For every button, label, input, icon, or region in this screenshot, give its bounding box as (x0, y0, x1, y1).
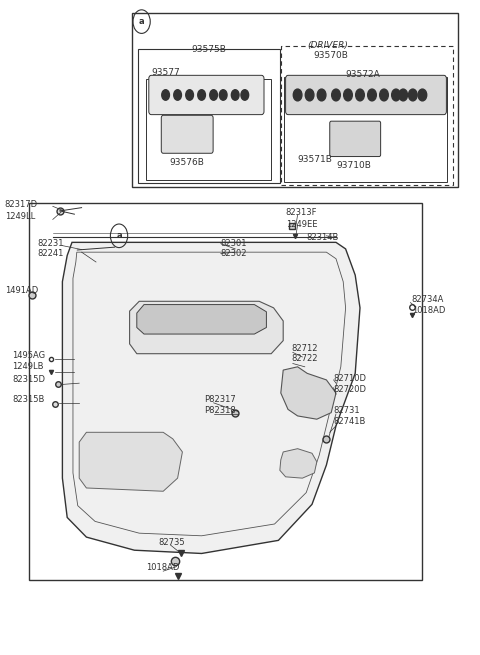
Text: 82734A: 82734A (412, 295, 444, 305)
Text: 93710B: 93710B (336, 160, 371, 170)
Circle shape (305, 89, 314, 101)
Circle shape (210, 90, 217, 100)
Text: 93572A: 93572A (346, 70, 380, 79)
Text: 1495AG: 1495AG (12, 350, 45, 360)
Circle shape (241, 90, 249, 100)
Text: 93577: 93577 (151, 67, 180, 77)
Circle shape (344, 89, 352, 101)
Text: a: a (116, 231, 122, 240)
Text: 82314B: 82314B (306, 233, 338, 242)
Text: 93571B: 93571B (298, 155, 333, 164)
Text: 82301: 82301 (221, 239, 247, 248)
Circle shape (392, 89, 400, 101)
Text: 82735: 82735 (158, 538, 185, 547)
Polygon shape (79, 432, 182, 491)
Polygon shape (280, 449, 317, 478)
Text: 1018AD: 1018AD (146, 563, 180, 572)
Text: P82318: P82318 (204, 406, 236, 415)
Circle shape (380, 89, 388, 101)
Text: 82741B: 82741B (334, 417, 366, 426)
Bar (281, 46, 453, 185)
Text: P82317: P82317 (204, 395, 236, 404)
Circle shape (418, 89, 427, 101)
Text: a: a (139, 17, 144, 26)
FancyBboxPatch shape (161, 115, 213, 153)
Polygon shape (62, 242, 360, 553)
Text: 82710D: 82710D (334, 374, 367, 383)
Text: 1249EE: 1249EE (286, 219, 317, 229)
Text: 93575B: 93575B (192, 45, 226, 54)
Text: (DRIVER): (DRIVER) (307, 41, 348, 50)
Circle shape (399, 89, 408, 101)
Bar (146, 79, 271, 180)
Bar (132, 13, 458, 187)
Text: 82231: 82231 (37, 239, 63, 248)
Polygon shape (137, 305, 266, 334)
Text: 1491AD: 1491AD (5, 286, 38, 295)
Circle shape (231, 90, 239, 100)
Text: 82313F: 82313F (286, 208, 317, 217)
Text: 82315B: 82315B (12, 395, 44, 404)
Text: 82241: 82241 (37, 249, 63, 258)
Text: 82315D: 82315D (12, 375, 45, 384)
Text: 82722: 82722 (291, 354, 318, 364)
Text: 93576B: 93576B (170, 158, 204, 167)
Bar (284, 77, 447, 182)
Circle shape (162, 90, 169, 100)
FancyBboxPatch shape (330, 121, 381, 157)
Text: 82731: 82731 (334, 405, 360, 415)
Circle shape (368, 89, 376, 101)
Circle shape (186, 90, 193, 100)
Text: 82317D: 82317D (5, 200, 38, 209)
Text: 82720D: 82720D (334, 384, 367, 394)
Circle shape (317, 89, 326, 101)
Text: 1249LB: 1249LB (12, 362, 44, 371)
Circle shape (219, 90, 227, 100)
Bar (29, 203, 422, 580)
Circle shape (332, 89, 340, 101)
Polygon shape (281, 367, 336, 419)
Text: 1018AD: 1018AD (412, 306, 445, 315)
FancyBboxPatch shape (149, 75, 264, 115)
Text: 82302: 82302 (221, 249, 247, 258)
Circle shape (174, 90, 181, 100)
Text: 82712: 82712 (291, 344, 318, 353)
Polygon shape (130, 301, 283, 354)
Text: 1249LL: 1249LL (5, 212, 35, 221)
FancyBboxPatch shape (286, 75, 446, 115)
Bar (138, 49, 280, 183)
Text: 93570B: 93570B (314, 50, 348, 60)
Circle shape (356, 89, 364, 101)
Circle shape (293, 89, 302, 101)
Circle shape (408, 89, 417, 101)
Circle shape (198, 90, 205, 100)
